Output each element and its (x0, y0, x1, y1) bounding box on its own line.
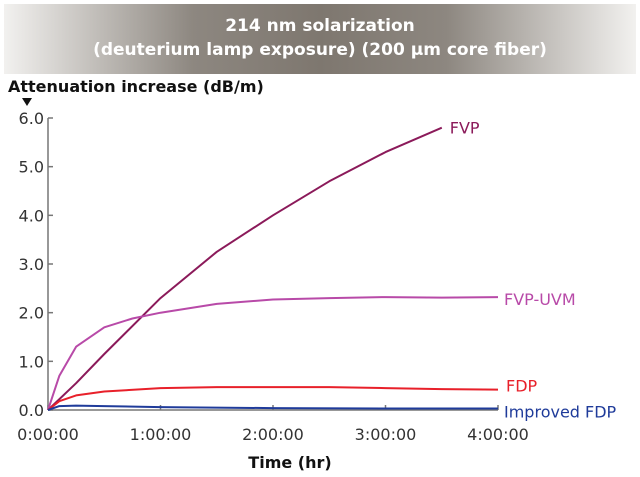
y-tick-label: 4.0 (19, 206, 44, 225)
series-line-fvp-uvm (47, 296, 499, 411)
x-tick-label: 4:00:00 (467, 425, 529, 444)
y-tick-label: 5.0 (19, 158, 44, 177)
series-line-fdp (47, 386, 499, 411)
series-line-improved-fdp (47, 404, 498, 411)
x-tick-label: 1:00:00 (130, 425, 192, 444)
series-line-fvp (47, 126, 443, 411)
y-tick-label: 0.0 (19, 401, 44, 420)
x-tick-label: 0:00:00 (17, 425, 79, 444)
x-tick-label: 2:00:00 (242, 425, 304, 444)
y-tick-label: 2.0 (19, 304, 44, 323)
series-label: Improved FDP (504, 403, 617, 422)
y-tick-label: 6.0 (19, 109, 44, 128)
title-line-1: 214 nm solarization (225, 16, 415, 36)
series-label: FVP-UVM (504, 290, 576, 309)
x-tick-label: 3:00:00 (355, 425, 417, 444)
series-label: FVP (450, 119, 480, 138)
y-axis-arrow-icon (22, 98, 32, 106)
series-label: FDP (506, 377, 538, 396)
chart-title: 214 nm solarization (deuterium lamp expo… (4, 4, 636, 74)
y-axis-label: Attenuation increase (dB/m) (8, 77, 264, 96)
y-tick-label: 3.0 (19, 255, 44, 274)
y-tick-label: 1.0 (19, 352, 44, 371)
x-axis-label: Time (hr) (248, 453, 331, 472)
title-line-2: (deuterium lamp exposure) (200 µm core f… (93, 40, 547, 60)
